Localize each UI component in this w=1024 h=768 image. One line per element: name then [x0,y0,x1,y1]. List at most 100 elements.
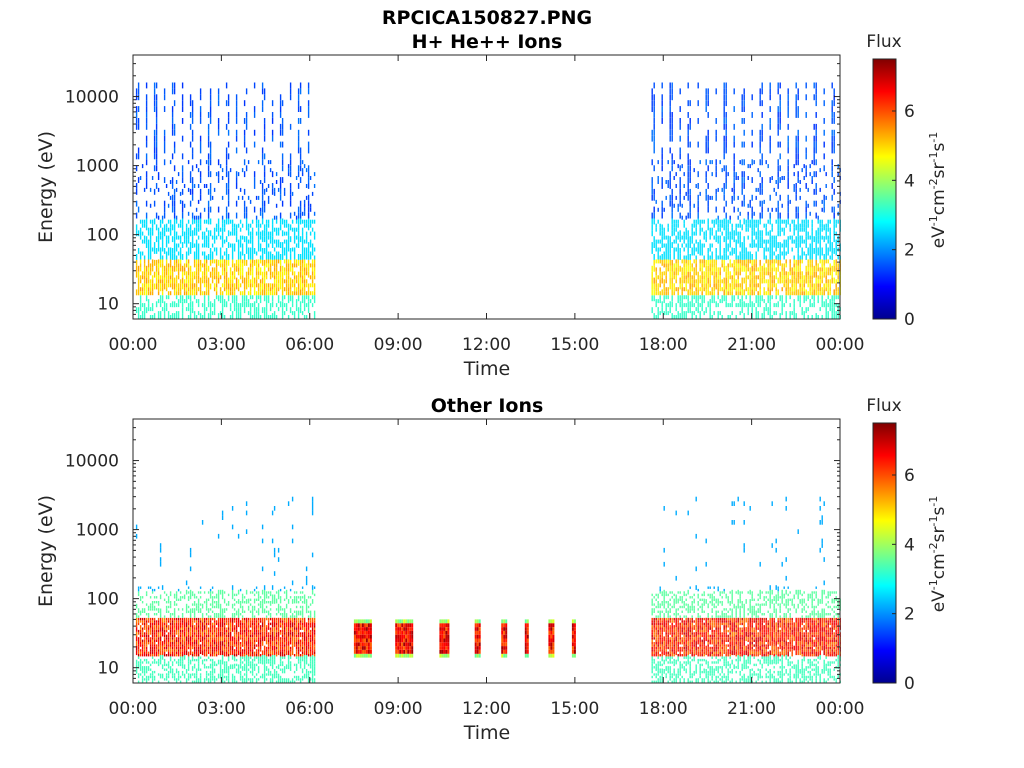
flux-cell [263,271,266,278]
flux-cell [263,171,266,178]
flux-cell [277,299,280,304]
flux-cell [831,301,833,308]
flux-cell [723,88,725,95]
flux-cell [721,187,723,192]
flux-cell [173,147,176,154]
flux-cell [151,315,154,319]
flux-cell [781,299,783,304]
flux-cell [725,112,727,118]
flux-cell [139,663,142,667]
flux-cell [757,235,759,240]
flux-cell [659,239,661,244]
flux-cell [309,176,312,180]
flux-cell [279,94,282,101]
flux-cell [801,251,803,256]
flux-cell [185,669,188,674]
flux-cell [759,277,761,284]
flux-cell [717,187,719,192]
flux-cell [771,207,773,212]
flux-cell [313,267,316,272]
flux-cell [145,661,148,664]
flux-cell [183,645,186,651]
flux-cell [759,283,761,290]
flux-cell [307,129,310,136]
flux-cell [187,219,190,224]
flux-cell [307,194,310,201]
flux-cell [139,176,142,180]
flux-cell [159,631,162,637]
flux-cell [665,295,667,300]
flux-cell [751,301,753,308]
flux-cell [797,88,799,95]
flux-cell [777,183,779,189]
flux-cell [169,617,172,621]
flux-cell [303,315,306,319]
flux-cell [167,670,170,674]
flux-cell [139,251,142,256]
flux-cell [169,656,172,659]
flux-cell [829,247,831,252]
flux-cell [711,271,713,276]
flux-cell [211,596,214,599]
flux-cell [179,235,182,240]
flux-cell [171,613,174,616]
flux-cell [135,289,138,296]
flux-cell [311,251,314,256]
flux-cell [807,219,809,224]
flux-cell [787,106,789,112]
flux-cell [679,177,681,183]
flux-cell [799,227,801,232]
flux-cell [165,637,168,640]
flux-cell [155,118,158,124]
flux-cell [173,218,176,225]
flux-cell [759,183,761,189]
flux-cell [769,259,771,266]
flux-cell [179,219,182,224]
flux-cell [199,673,202,676]
flux-cell [685,227,687,232]
flux-cell [139,629,142,633]
flux-cell [147,283,150,288]
flux-cell [279,283,282,290]
flux-cell [819,251,821,256]
flux-cell [791,219,793,224]
flux-cell [835,271,837,276]
flux-cell [673,263,675,268]
flux-cell [221,267,224,272]
flux-cell [257,227,260,232]
flux-cell [697,141,699,148]
flux-cell [179,649,182,652]
flux-cell [163,678,166,681]
flux-cell [807,187,809,192]
flux-cell [145,141,148,148]
flux-cell [195,675,198,679]
flux-cell [831,265,833,272]
flux-cell [199,634,202,638]
flux-cell [303,283,306,288]
flux-cell [651,188,653,195]
flux-cell [147,661,150,664]
flux-cell [159,641,162,646]
flux-cell [199,194,202,201]
flux-cell [725,123,727,130]
flux-cell [225,277,228,284]
flux-cell [265,275,268,280]
flux-cell [191,680,194,683]
flux-cell [779,194,781,201]
flux-cell [181,608,184,611]
flux-cell [727,267,729,272]
flux-cell [221,271,224,276]
flux-cell [765,303,767,308]
flux-cell [197,267,200,272]
flux-cell [791,267,793,272]
flux-cell [719,287,721,292]
panel-1-spectrogram [135,82,841,319]
flux-cell [141,275,144,280]
flux-cell [669,248,671,254]
flux-cell [269,283,272,288]
flux-cell [711,299,713,304]
flux-cell [827,247,829,252]
flux-cell [675,279,677,284]
flux-cell [219,659,222,665]
flux-cell [281,301,284,308]
